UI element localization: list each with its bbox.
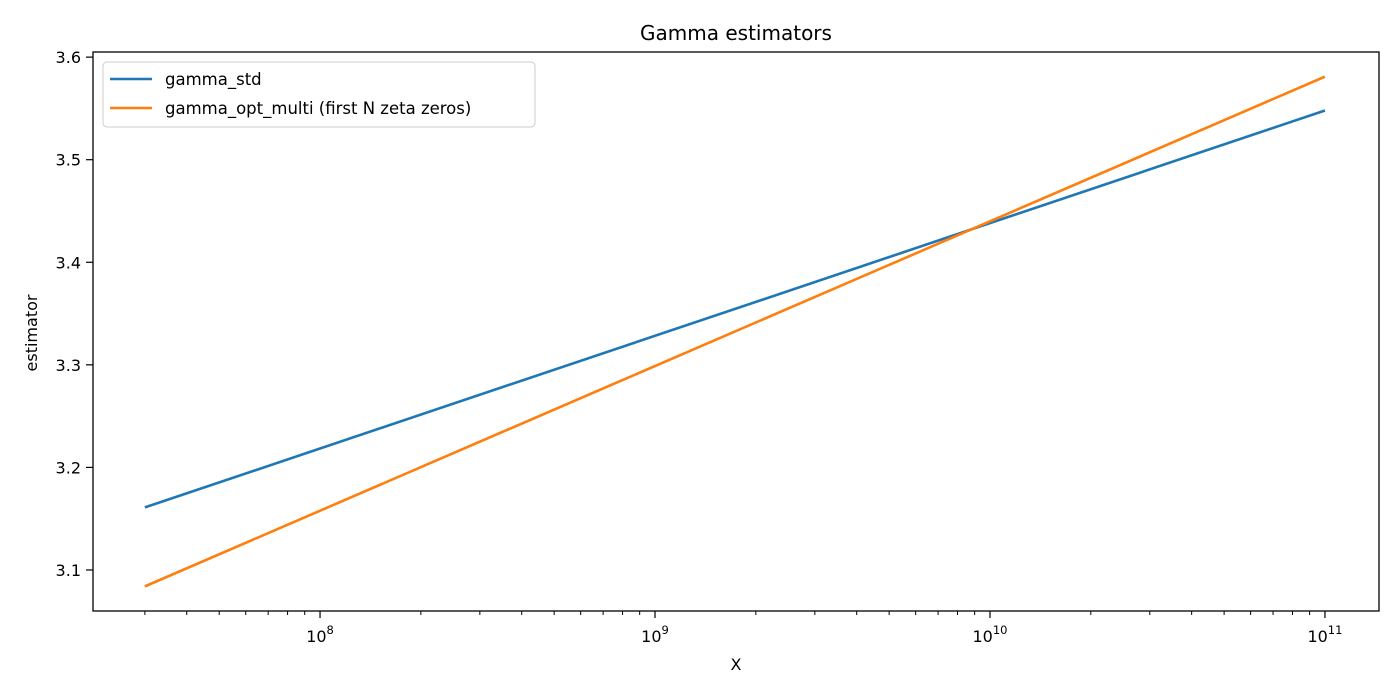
y-tick-label: 3.1 — [56, 561, 81, 580]
x-tick-label: 109 — [641, 623, 669, 646]
x-axis: 108 109 1010 1011 — [144, 611, 1342, 646]
chart-title: Gamma estimators — [640, 21, 832, 45]
series-line-1 — [144, 75, 1326, 588]
y-tick-label: 3.5 — [56, 151, 81, 170]
y-axis-label: estimator — [22, 294, 41, 371]
x-tick-label: 1010 — [972, 623, 1007, 646]
x-axis-label: X — [731, 655, 742, 674]
plot-frame — [92, 51, 1380, 612]
legend: gamma_std gamma_opt_multi (first N zeta z… — [102, 61, 536, 128]
legend-entry: gamma_opt_multi (first N zeta zeros) — [165, 99, 471, 119]
legend-box — [102, 61, 536, 128]
y-tick-label: 3.4 — [56, 253, 81, 272]
series-layer — [144, 75, 1326, 588]
y-tick-label: 3.6 — [56, 48, 81, 67]
y-axis: 3.1 3.2 3.3 3.4 3.5 3.6 — [56, 48, 93, 580]
x-tick-label: 108 — [306, 623, 334, 646]
y-tick-label: 3.2 — [56, 458, 81, 477]
y-tick-label: 3.3 — [56, 356, 81, 375]
series-line-0 — [144, 109, 1326, 509]
x-tick-label: 1011 — [1307, 623, 1342, 646]
legend-entry: gamma_std — [165, 70, 262, 90]
